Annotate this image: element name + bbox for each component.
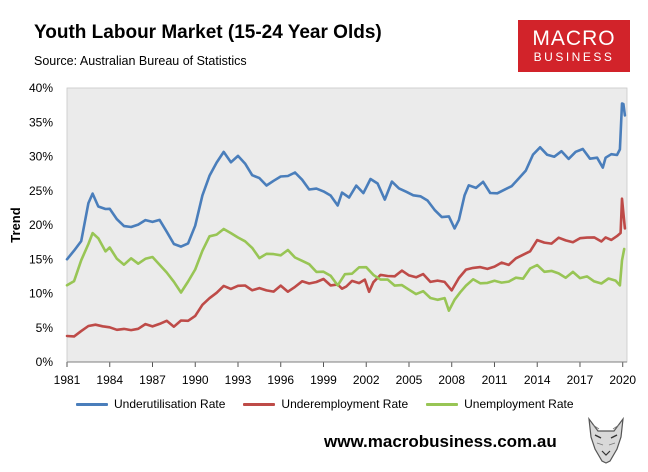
y-tick-label: 40% <box>29 81 53 95</box>
logo-line-1: MACRO <box>532 27 616 50</box>
y-tick-label: 10% <box>29 287 53 301</box>
x-tick-label: 2002 <box>353 373 380 387</box>
x-tick-label: 1984 <box>96 373 123 387</box>
macrobusiness-logo: MACRO BUSINESS <box>518 20 630 72</box>
legend-label-underutilisation: Underutilisation Rate <box>114 397 226 411</box>
website-url: www.macrobusiness.com.au <box>324 432 557 451</box>
legend-item-underemployment: Underemployment Rate <box>243 397 408 411</box>
legend-item-unemployment: Unemployment Rate <box>426 397 574 411</box>
x-tick-label: 2014 <box>524 373 551 387</box>
x-tick-label: 1999 <box>310 373 337 387</box>
y-tick-label: 5% <box>36 321 54 335</box>
legend-swatch-underutilisation <box>76 402 108 406</box>
x-tick-label: 2020 <box>609 373 636 387</box>
x-tick-label: 1996 <box>267 373 294 387</box>
x-tick-label: 2017 <box>567 373 594 387</box>
x-tick-label: 1981 <box>54 373 81 387</box>
x-tick-label: 2005 <box>396 373 423 387</box>
legend-label-underemployment: Underemployment Rate <box>281 397 409 411</box>
plot-area <box>66 87 628 363</box>
x-tick-label: 1993 <box>225 373 252 387</box>
x-tick-label: 1990 <box>182 373 209 387</box>
wolf-head-icon <box>588 416 624 464</box>
line-chart: 0% 5% 10% 15% 20% 25% 30% 35% 40% 1981 1984 1987 199… <box>8 81 636 387</box>
series-line-underemployment-rate <box>65 197 627 338</box>
series-line-unemployment-rate <box>65 227 626 312</box>
y-tick-label: 0% <box>36 355 54 369</box>
chart-legend: Underutilisation Rate Underemployment Ra… <box>76 397 592 411</box>
chart-source: Source: Australian Bureau of Statistics <box>34 54 247 68</box>
legend-label-unemployment: Unemployment Rate <box>464 397 574 411</box>
x-tick-label: 1987 <box>139 373 166 387</box>
y-tick-label: 30% <box>29 150 53 164</box>
y-axis-label: Trend <box>8 207 23 242</box>
x-tick-label: 2011 <box>482 373 508 387</box>
series-line-underutilisation-rate <box>65 102 627 261</box>
y-tick-label: 35% <box>29 115 53 129</box>
legend-swatch-underemployment <box>243 402 276 406</box>
y-tick-label: 15% <box>29 252 53 266</box>
legend-swatch-unemployment <box>426 402 459 406</box>
logo-line-2: BUSINESS <box>533 50 615 64</box>
chart-title: Youth Labour Market (15-24 Year Olds) <box>34 22 382 43</box>
x-tick-label: 2008 <box>438 373 465 387</box>
legend-item-underutilisation: Underutilisation Rate <box>76 397 225 411</box>
y-tick-label: 20% <box>29 218 53 232</box>
y-tick-label: 25% <box>29 184 53 198</box>
